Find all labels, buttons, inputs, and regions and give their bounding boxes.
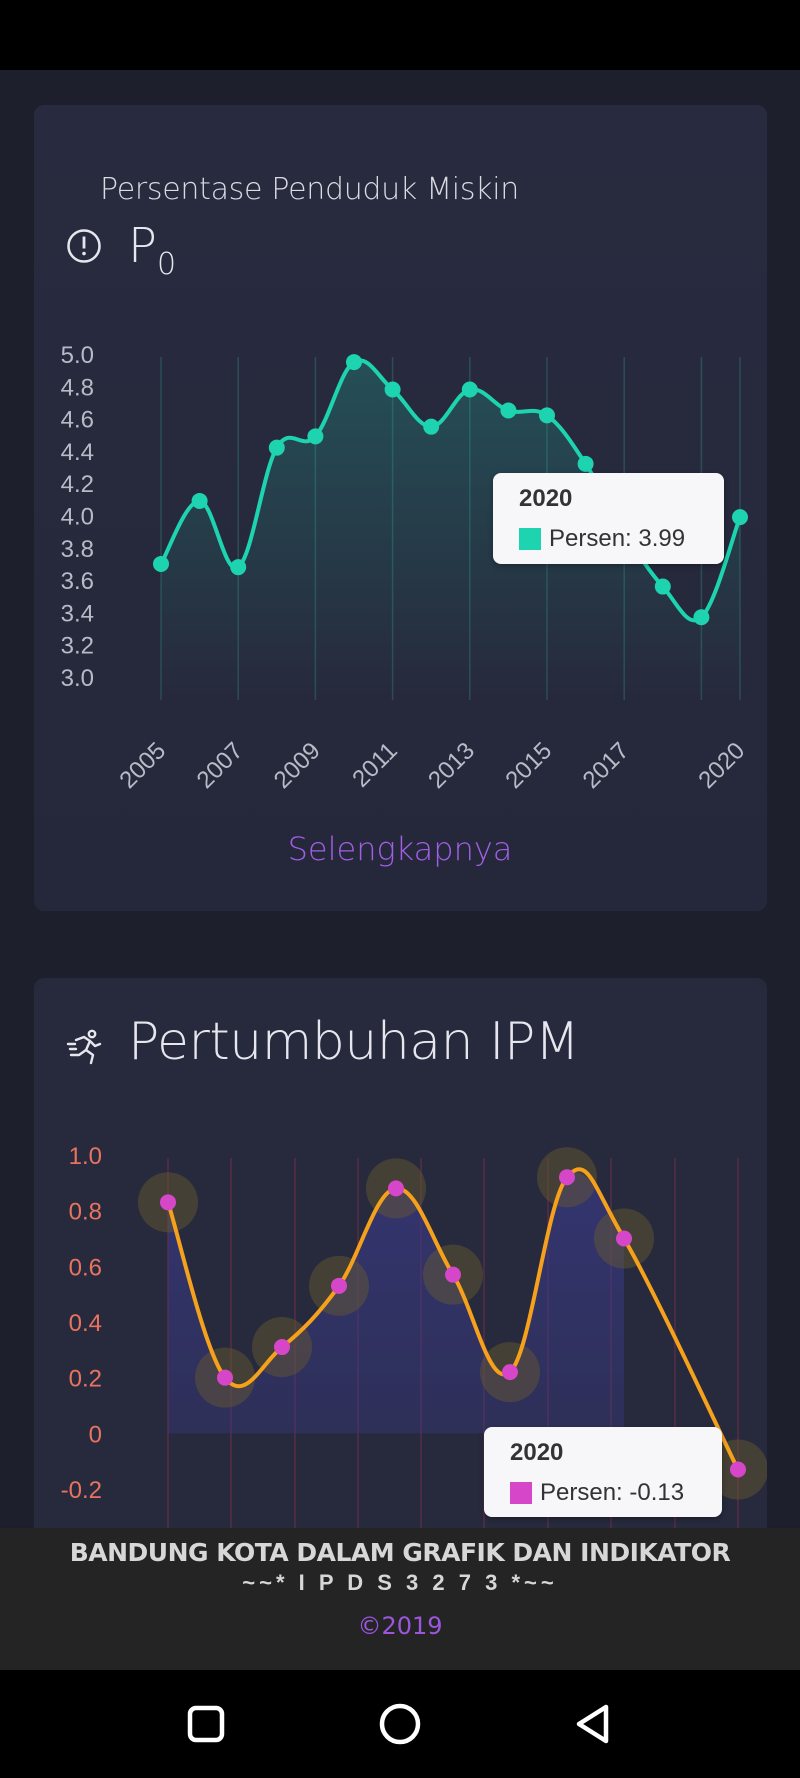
y-tick-label: 4.8: [61, 374, 94, 401]
card-title-ipm: Pertumbuhan IPM: [128, 1012, 580, 1072]
ipm-line-chart: -0.2 0 0.2 0.4 0.6 0.8 1.0: [61, 1143, 767, 1528]
y-tick-label: 3.2: [61, 633, 94, 660]
circle-home-icon[interactable]: [368, 1692, 432, 1756]
data-point: [616, 1230, 632, 1247]
data-point: [502, 1364, 518, 1381]
footer-copyright: ©2019: [357, 1612, 443, 1640]
navigation-bar: [0, 1670, 800, 1778]
alert-circle-icon: [66, 228, 102, 269]
y-tick-label: 5.0: [61, 342, 94, 369]
y-tick-label: 0.2: [69, 1366, 102, 1393]
data-point: [346, 354, 362, 371]
triangle-back-icon[interactable]: [562, 1692, 626, 1756]
chart-tooltip-ipm: 2020 Persen: -0.13: [484, 1427, 722, 1517]
y-tick-label: 0: [89, 1421, 102, 1448]
data-point: [500, 402, 517, 419]
legend-swatch: [519, 528, 541, 550]
data-point: [654, 578, 671, 595]
data-point: [160, 1194, 176, 1211]
footer-subtitle: ~~* I P D S 3 2 7 3 *~~: [242, 1570, 558, 1595]
y-tick-label: 3.4: [61, 600, 94, 627]
y-tick-label: 0.4: [69, 1310, 102, 1337]
data-point: [732, 509, 748, 526]
data-point: [693, 609, 710, 626]
tooltip-year: 2020: [510, 1439, 564, 1466]
y-tick-label: 4.0: [61, 504, 94, 531]
y-tick-label: 3.8: [61, 536, 94, 563]
y-tick-label: 1.0: [69, 1143, 102, 1170]
y-tick-label: 4.4: [61, 439, 94, 466]
more-link[interactable]: Selengkapnya: [287, 830, 513, 868]
title-main: P: [128, 218, 157, 274]
data-point: [539, 407, 555, 424]
title-subscript: 0: [156, 247, 177, 282]
data-point: [331, 1277, 347, 1294]
data-point: [577, 455, 594, 472]
series-area: [168, 1172, 624, 1434]
tooltip-value: Persen: -0.13: [540, 1479, 685, 1506]
y-tick-label: -0.2: [61, 1477, 102, 1504]
data-point: [217, 1369, 233, 1386]
tooltip-row: Persen: -0.13: [510, 1479, 684, 1507]
series-area: [161, 360, 740, 700]
card-title: P0: [128, 218, 176, 282]
data-point: [274, 1339, 290, 1356]
data-point: [559, 1169, 575, 1186]
data-point: [307, 428, 324, 445]
status-bar: [0, 0, 800, 70]
data-point: [191, 492, 208, 509]
y-tick-label: 4.2: [61, 471, 94, 498]
y-tick-label: 3.6: [61, 568, 94, 595]
y-tick-label: 0.8: [69, 1199, 102, 1226]
plot-area: -0.2 0 0.2 0.4 0.6 0.8 1.0: [61, 1143, 767, 1528]
running-person-icon: [66, 1028, 104, 1071]
data-point: [461, 381, 478, 398]
legend-swatch: [510, 1482, 532, 1504]
data-point: [445, 1266, 461, 1283]
chart-tooltip: 2020 Persen: 3.99: [493, 473, 724, 564]
footer: BANDUNG KOTA DALAM GRAFIK DAN INDIKATOR …: [0, 1528, 800, 1670]
data-point: [153, 555, 169, 572]
tooltip-row: Persen: 3.99: [519, 525, 685, 553]
data-point: [268, 439, 285, 456]
footer-title: BANDUNG KOTA DALAM GRAFIK DAN INDIKATOR: [69, 1538, 731, 1567]
y-tick-label: 3.0: [61, 665, 94, 692]
data-point: [730, 1461, 746, 1478]
card-subtitle: Persentase Penduduk Miskin: [100, 172, 519, 207]
data-point: [230, 559, 247, 576]
data-point: [384, 381, 401, 398]
y-tick-label: 0.6: [69, 1254, 102, 1281]
tooltip-year: 2020: [519, 485, 573, 512]
square-home-icon[interactable]: [174, 1692, 238, 1756]
data-point: [388, 1180, 404, 1197]
data-point: [423, 418, 440, 435]
tooltip-value: Persen: 3.99: [549, 525, 686, 552]
y-tick-label: 4.6: [61, 407, 94, 434]
